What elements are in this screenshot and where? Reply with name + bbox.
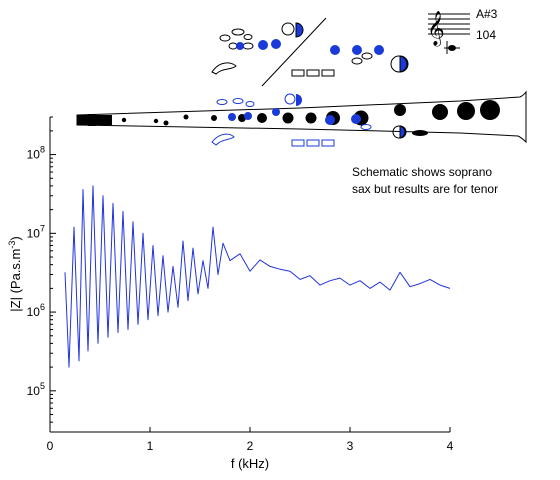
saxophone-schematic (76, 90, 527, 147)
y-tick-label: 108 (27, 145, 45, 162)
key-closed (330, 45, 340, 55)
tone-hole (153, 118, 159, 124)
tone-hole (257, 113, 267, 123)
tone-hole (183, 114, 189, 120)
y-tick-label-exponent: 8 (40, 145, 45, 155)
y-tick-label-exponent: 6 (40, 302, 45, 312)
tone-hole (305, 112, 317, 124)
y-tick-label-base: 10 (27, 226, 41, 240)
key-closed (258, 40, 268, 50)
key-closed (236, 42, 244, 50)
key-outline-blue (291, 139, 305, 147)
key-outline (219, 34, 231, 42)
y-tick-label-base: 10 (27, 148, 41, 162)
x-tick-label: 4 (447, 439, 454, 453)
tone-hole (121, 117, 127, 123)
key-outline (351, 57, 363, 65)
key-outline (361, 52, 373, 60)
key-outline-blue (232, 98, 244, 104)
tone-hole-open (351, 114, 361, 124)
tone-hole (163, 120, 169, 126)
key-outline (291, 69, 305, 77)
tone-hole-open (228, 113, 236, 121)
fingering-chart (211, 17, 409, 87)
key-outline (321, 69, 335, 77)
annotation-line-1: Schematic shows soprano (352, 165, 492, 179)
y-axis-title: |Z| (Pa.s.m-3) (7, 236, 23, 311)
x-tick-label: 1 (147, 439, 154, 453)
tone-hole-outline (392, 125, 406, 139)
key-closed (352, 45, 362, 55)
octave-key (281, 22, 295, 36)
octave-key-half (295, 22, 304, 38)
tone-hole-open (244, 112, 252, 120)
key-outline-blue (306, 139, 320, 147)
y-axis-title-close: ) (8, 236, 23, 240)
ligature (88, 114, 96, 126)
tone-hole (394, 104, 406, 116)
y-axis-title-text: |Z| (Pa.s.m (8, 249, 23, 312)
tone-hole (412, 130, 428, 136)
x-ticks: 0 1 2 3 4 (47, 427, 454, 453)
tone-hole (211, 115, 217, 121)
tone-hole (480, 100, 500, 120)
tone-hole (282, 112, 294, 124)
key-outline (243, 34, 253, 40)
key-outline-blue (284, 93, 296, 105)
key-closed (271, 39, 281, 49)
frequency-label: 104 (476, 28, 496, 42)
key-outline (306, 69, 320, 77)
key-outline (390, 55, 408, 73)
note-label: A#3 (476, 7, 498, 21)
tone-hole-open (325, 115, 335, 125)
key-outline-blue (321, 139, 335, 147)
y-tick-label: 105 (27, 381, 45, 398)
tone-hole-open (272, 108, 280, 116)
x-tick-label: 3 (347, 439, 354, 453)
y-axis-title-exponent: -3 (7, 241, 17, 249)
key-outline-blue (216, 99, 228, 105)
side-key-glyph-blue (211, 133, 235, 146)
x-axis-title: f (kHz) (231, 456, 269, 471)
x-tick-label: 2 (247, 439, 254, 453)
key-closed (374, 45, 384, 55)
annotation-line-2: sax but results are for tenor (352, 182, 498, 196)
divider-line (261, 17, 327, 87)
y-tick-label-exponent: 5 (40, 381, 45, 391)
sax-body (76, 90, 527, 144)
y-tick-label-exponent: 7 (40, 223, 45, 233)
key-outline (228, 42, 238, 50)
y-tick-label-base: 10 (27, 305, 41, 319)
key-half-blue (296, 94, 302, 106)
tone-hole (432, 104, 448, 120)
x-tick-label: 0 (47, 439, 54, 453)
key-outline-blue (360, 124, 372, 130)
tone-hole (457, 102, 475, 120)
y-tick-label: 107 (27, 223, 45, 240)
impedance-series-line (64, 185, 451, 368)
side-key-glyph (211, 62, 237, 75)
note-staff: 𝄞 A#3 104 (427, 7, 498, 54)
annotation: Schematic shows soprano sax but results … (352, 165, 498, 196)
key-outline (231, 28, 245, 36)
key-outline (242, 42, 254, 50)
plot-area (64, 185, 451, 368)
key-outline-blue (245, 101, 255, 107)
y-tick-label: 106 (27, 302, 45, 319)
y-tick-label-base: 10 (27, 384, 41, 398)
treble-clef-icon: 𝄞 (427, 11, 445, 47)
